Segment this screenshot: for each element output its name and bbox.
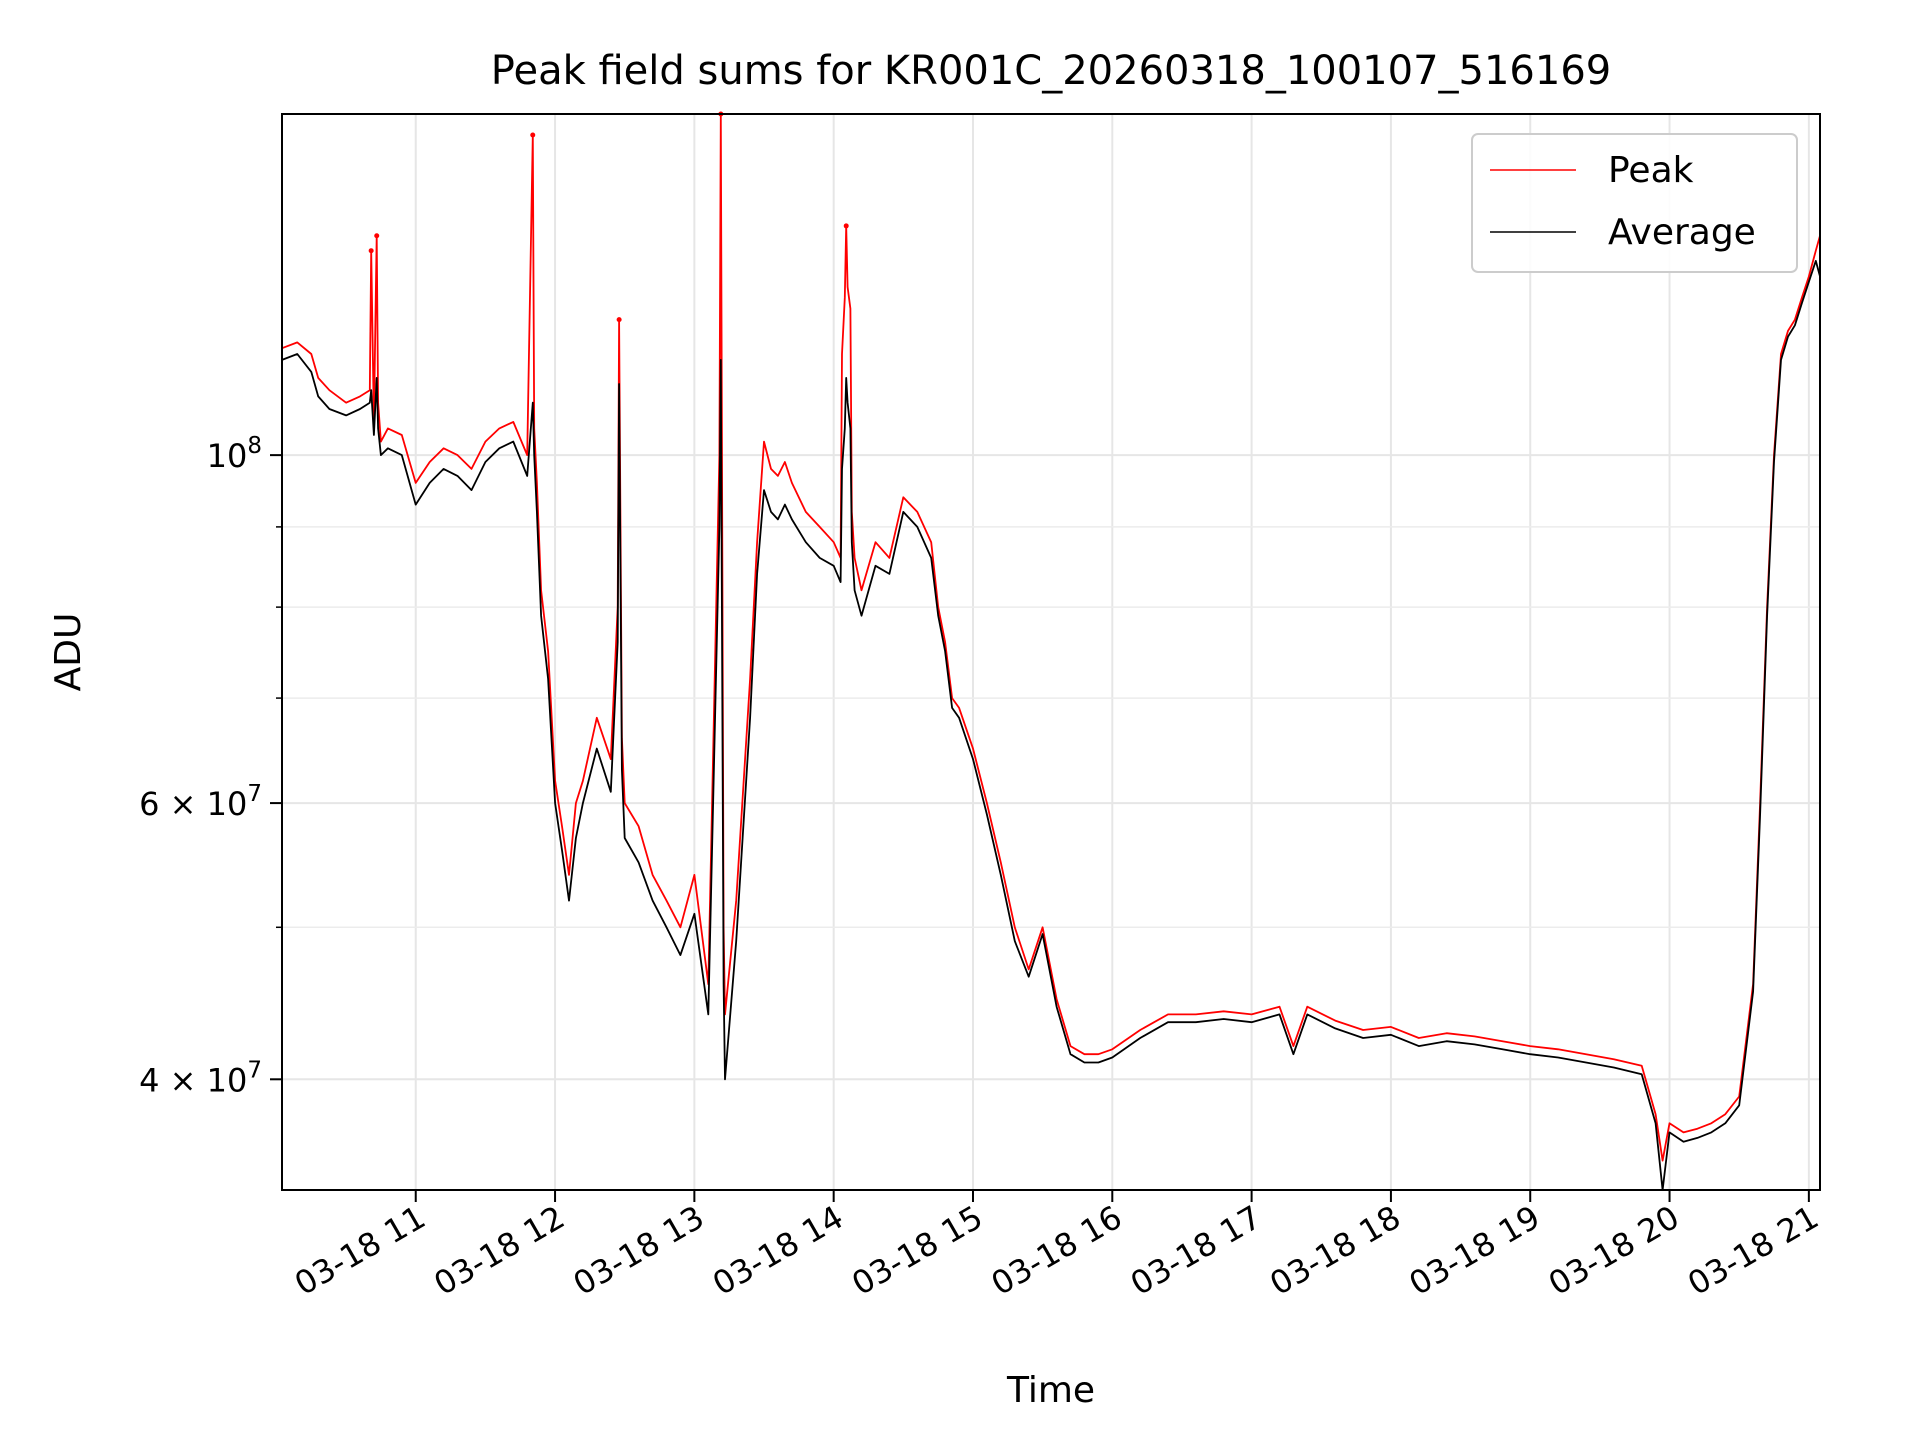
legend-label-average: Average [1608, 212, 1756, 253]
spike-point-peak [374, 233, 380, 239]
grid [282, 114, 1820, 1190]
x-axis-label: Time [1006, 1370, 1095, 1411]
y-axis-label: ADU [48, 613, 89, 692]
legend-box [1471, 133, 1798, 273]
chart-title: Peak field sums for KR001C_20260318_1001… [491, 48, 1611, 94]
y-tick-label: 4 × 107 [139, 1057, 262, 1099]
y-tick-label: 6 × 107 [139, 781, 262, 823]
legend-label-peak: Peak [1608, 150, 1694, 191]
plot-frame [281, 113, 1821, 1191]
spike-point-peak [530, 132, 536, 138]
spike-point-peak [368, 248, 374, 254]
spike-point-peak [843, 223, 849, 229]
legend: Peak Average [1471, 133, 1798, 273]
y-tick-label: 108 [207, 433, 262, 475]
series-line-average [281, 259, 1821, 1191]
spike-point-peak [616, 317, 622, 323]
